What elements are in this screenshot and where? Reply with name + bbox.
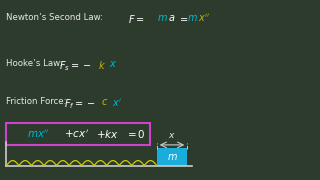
Text: $F_s = -$: $F_s = -$ <box>59 59 92 73</box>
Text: Hooke’s Law:: Hooke’s Law: <box>6 59 66 68</box>
Text: $F = $: $F = $ <box>128 13 145 25</box>
Text: $c$: $c$ <box>101 97 108 107</box>
FancyBboxPatch shape <box>157 148 187 166</box>
Text: $a$: $a$ <box>168 13 175 23</box>
Text: $= $: $= $ <box>178 13 189 23</box>
Text: $x''$: $x''$ <box>198 13 211 24</box>
Text: Newton’s Second Law:: Newton’s Second Law: <box>6 13 103 22</box>
Text: $k$: $k$ <box>98 59 106 71</box>
Text: $mx''$: $mx''$ <box>27 128 50 140</box>
Text: $F_f = -$: $F_f = -$ <box>64 97 95 111</box>
Text: $+kx$: $+kx$ <box>96 128 119 140</box>
Text: $= 0$: $= 0$ <box>125 128 145 140</box>
Text: $x$: $x$ <box>109 59 117 69</box>
Text: $m$: $m$ <box>157 13 168 23</box>
Text: $+cx'$: $+cx'$ <box>64 128 89 140</box>
Text: $m$: $m$ <box>187 13 198 23</box>
Text: $x$: $x$ <box>168 131 176 140</box>
Text: Friction Force:: Friction Force: <box>6 97 70 106</box>
Text: $m$: $m$ <box>167 152 177 162</box>
Text: $x'$: $x'$ <box>112 97 122 109</box>
